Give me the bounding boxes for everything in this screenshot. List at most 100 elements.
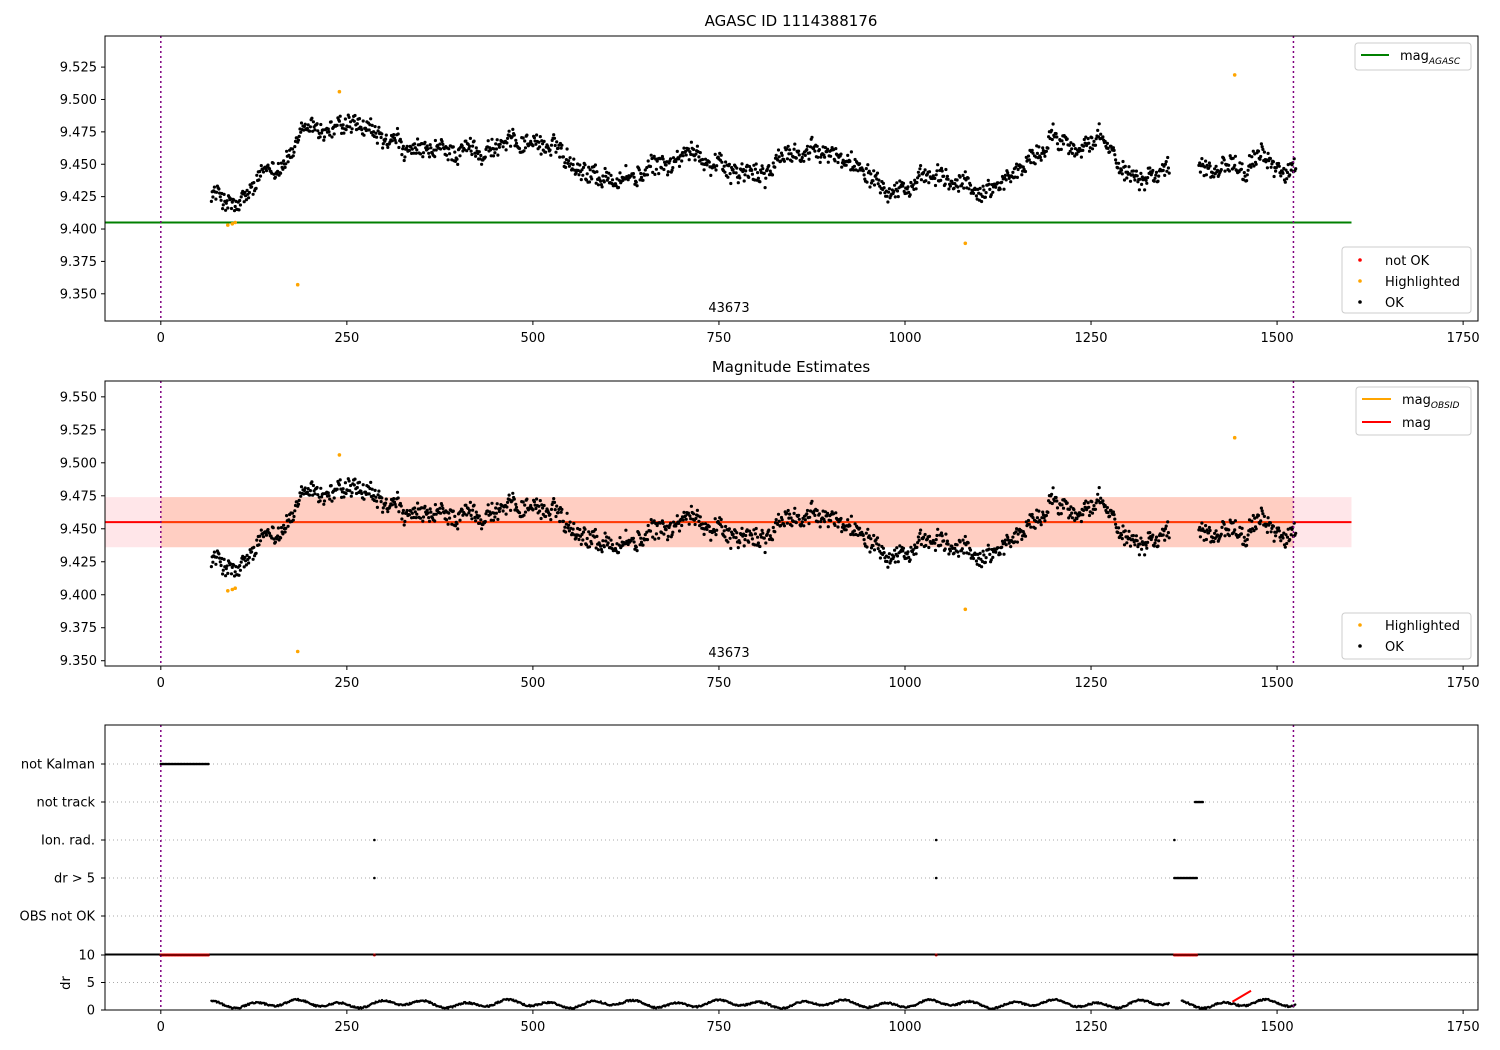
ok-point (380, 496, 384, 500)
ok-point (686, 511, 691, 515)
ok-point (504, 512, 508, 516)
ok-point (381, 146, 385, 150)
ok-point (826, 147, 830, 151)
ok-point (631, 536, 636, 540)
ok-point (1282, 166, 1286, 171)
ok-point (497, 145, 501, 149)
ok-point (906, 550, 910, 554)
ok-point (639, 540, 644, 544)
ok-point (211, 195, 215, 199)
ok-point (474, 146, 478, 150)
flag-point (207, 762, 210, 766)
ok-point (1050, 501, 1054, 506)
x-tick-label: 250 (334, 331, 359, 346)
ok-point (379, 135, 383, 140)
ok-point (412, 515, 416, 520)
ok-point (1051, 486, 1055, 490)
ok-point (577, 173, 581, 177)
ok-point (797, 513, 801, 518)
ok-point (722, 529, 726, 533)
ok-point (468, 508, 472, 512)
ok-point (799, 522, 804, 526)
ok-point (675, 514, 679, 518)
highlighted-point (226, 589, 230, 593)
ok-point (876, 547, 880, 551)
ok-point (1274, 169, 1278, 173)
ok-point (1006, 535, 1010, 540)
ok-point (829, 154, 833, 158)
ok-point (455, 522, 459, 526)
ok-point (469, 513, 473, 518)
ok-point (585, 172, 589, 176)
ok-point (1087, 141, 1091, 145)
ok-point (410, 511, 414, 515)
ok-point (1069, 141, 1073, 145)
ok-point (649, 153, 653, 157)
ok-point (243, 190, 247, 195)
ok-point (439, 511, 443, 515)
ok-point (669, 521, 673, 525)
ok-point (1198, 161, 1202, 165)
ok-point (381, 142, 385, 146)
ok-point (1122, 178, 1127, 182)
ok-point (590, 177, 594, 181)
ok-point (803, 518, 807, 522)
ok-point (468, 500, 472, 504)
ok-point (498, 506, 502, 510)
ok-point (714, 168, 718, 172)
ok-point (305, 126, 309, 130)
ok-point (421, 515, 426, 519)
ok-point (671, 520, 676, 524)
ok-point (895, 189, 900, 193)
ok-point (898, 179, 902, 183)
ok-point (470, 517, 474, 521)
ok-point (1020, 537, 1024, 542)
ok-point (311, 129, 315, 133)
ok-point (649, 518, 653, 522)
ok-point (885, 559, 889, 564)
ok-point (1111, 146, 1115, 150)
ok-point (805, 508, 810, 513)
ok-point (291, 154, 295, 158)
ok-point (893, 548, 897, 552)
ok-point (570, 167, 574, 171)
ok-point (947, 187, 951, 191)
ok-point (693, 522, 697, 527)
ok-point (420, 142, 424, 146)
ok-point (807, 157, 811, 161)
ok-point (780, 518, 784, 522)
ok-point (572, 157, 576, 161)
ok-point (512, 497, 516, 501)
flag-point (1173, 838, 1176, 842)
ok-point (355, 122, 359, 126)
ok-point (750, 172, 755, 176)
ok-point (352, 483, 356, 487)
ok-point (1037, 145, 1041, 149)
ok-point (1165, 169, 1169, 173)
ok-point (1269, 530, 1273, 534)
ok-point (587, 530, 591, 534)
y-tick-label: 9.350 (60, 287, 97, 302)
ok-point (273, 540, 277, 544)
ok-point (1082, 137, 1086, 142)
dr-point (1167, 1001, 1170, 1005)
ok-point (556, 146, 560, 150)
highlighted-point (295, 649, 300, 654)
ok-point (907, 555, 911, 560)
ok-point (893, 560, 897, 564)
ok-point (962, 551, 966, 555)
highlighted-point (337, 89, 342, 94)
ok-point (369, 480, 373, 484)
ok-point (1039, 523, 1043, 527)
ok-point (247, 561, 251, 565)
ok-point (785, 521, 790, 525)
ok-point (1256, 149, 1261, 153)
ok-point (872, 169, 876, 173)
ok-point (1105, 506, 1109, 510)
ok-point (1079, 155, 1083, 159)
ok-point (254, 551, 258, 555)
ok-point (1004, 543, 1008, 547)
ok-point (392, 133, 396, 137)
ok-point (313, 128, 317, 132)
